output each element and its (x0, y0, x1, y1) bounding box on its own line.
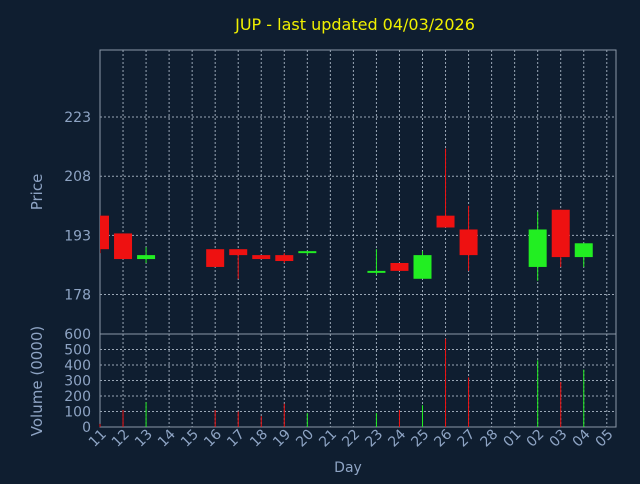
x-tick-label: 01 (501, 427, 525, 451)
x-tick-label: 27 (454, 427, 478, 451)
price-tick-label: 208 (64, 169, 91, 185)
chart-title: JUP - last updated 04/03/2026 (234, 15, 475, 34)
candle-body (100, 215, 109, 250)
x-axis-label: Day (334, 460, 362, 476)
x-tick-label: 15 (178, 427, 202, 451)
candle-body (275, 255, 294, 262)
x-tick-label: 13 (132, 427, 156, 451)
x-tick-label: 24 (385, 426, 409, 450)
price-axis-label: Price (28, 174, 46, 211)
candle-body (413, 255, 432, 279)
x-tick-label: 14 (155, 426, 179, 450)
candle-body (459, 229, 478, 256)
candle-body (206, 249, 225, 267)
x-tick-label: 04 (570, 426, 594, 450)
volume-tick-label: 500 (64, 343, 91, 359)
candle-body (114, 233, 133, 260)
volume-tick-label: 100 (64, 405, 91, 421)
candle-body (551, 209, 570, 258)
candle-body (252, 255, 271, 260)
x-tick-label: 18 (247, 427, 271, 451)
x-tick-label: 17 (224, 427, 248, 451)
candle-body (367, 270, 386, 273)
x-tick-label: 20 (293, 427, 317, 451)
candle-body (390, 263, 409, 271)
x-tick-label: 02 (524, 427, 548, 451)
volume-panel-frame (99, 333, 617, 428)
price-tick-label: 223 (64, 110, 91, 126)
candle-body (574, 243, 593, 258)
volume-tick-label: 200 (64, 389, 91, 405)
x-tick-label: 28 (478, 427, 502, 451)
x-tick-label: 12 (109, 427, 133, 451)
candle-body (137, 255, 156, 260)
candle-body (436, 215, 455, 228)
x-tick-label: 16 (201, 426, 225, 450)
price-tick-label: 178 (64, 288, 91, 304)
x-tick-label: 03 (547, 427, 571, 451)
candle-body (298, 251, 317, 254)
x-tick-label: 23 (362, 427, 386, 451)
volume-tick-label: 600 (64, 327, 91, 343)
candle-body (229, 249, 248, 256)
candle-body (528, 229, 547, 267)
volume-tick-label: 300 (64, 374, 91, 390)
volume-tick-label: 0 (82, 420, 91, 436)
x-tick-label: 19 (270, 427, 294, 451)
x-tick-label: 25 (408, 427, 432, 451)
x-tick-label: 05 (593, 427, 617, 451)
price-panel-frame (99, 49, 617, 335)
volume-tick-label: 400 (64, 358, 91, 374)
x-tick-label: 26 (431, 426, 455, 450)
x-tick-label: 22 (339, 427, 363, 451)
x-tick-label: 21 (316, 427, 340, 451)
price-tick-label: 193 (64, 228, 91, 244)
volume-axis-label: Volume (0000) (28, 326, 46, 436)
